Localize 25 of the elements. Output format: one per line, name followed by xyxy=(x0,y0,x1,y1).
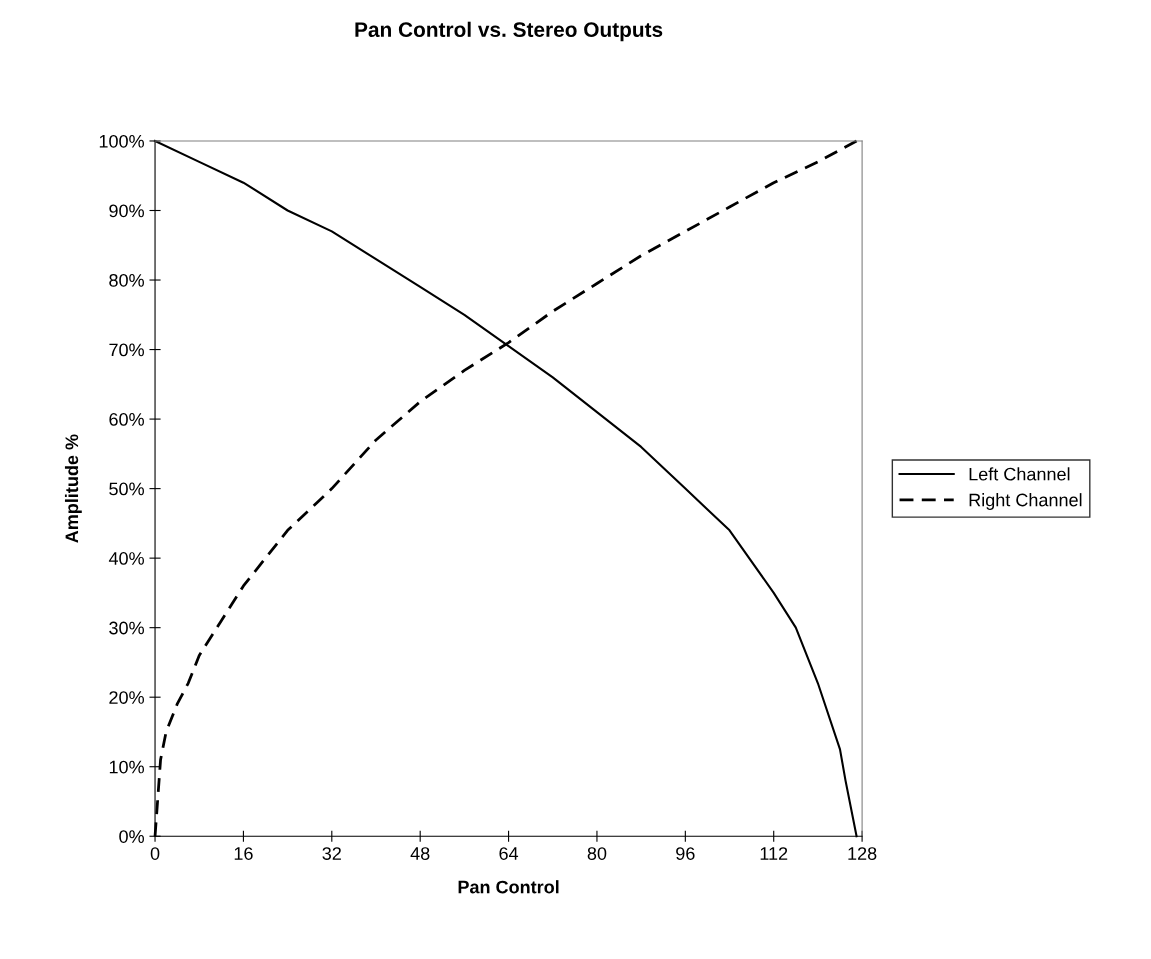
y-tick-label: 30% xyxy=(109,621,144,635)
y-tick-label: 0% xyxy=(119,830,144,843)
x-tick-label: 48 xyxy=(410,847,430,860)
y-axis-title: Amplitude % xyxy=(64,434,82,543)
y-tick-label: 100% xyxy=(99,134,144,148)
x-tick-label: 112 xyxy=(760,847,788,860)
legend-label: Right Channel xyxy=(969,493,1082,510)
y-tick-label: 20% xyxy=(109,691,144,704)
chart-title: Pan Control vs. Stereo Outputs xyxy=(355,21,663,42)
x-tick-label: 0 xyxy=(150,847,160,860)
y-tick-label: 50% xyxy=(109,482,144,496)
x-tick-label: 16 xyxy=(234,847,253,860)
x-tick-label: 96 xyxy=(676,847,695,860)
x-axis-title: Pan Control xyxy=(458,880,559,894)
y-tick-label: 70% xyxy=(109,343,144,357)
y-tick-label: 10% xyxy=(109,760,144,774)
y-tick-label: 80% xyxy=(109,273,144,287)
x-tick-label: 32 xyxy=(322,847,341,860)
legend-label: Left Channel xyxy=(969,467,1070,481)
y-tick-label: 60% xyxy=(109,413,144,426)
y-tick-label: 90% xyxy=(109,204,144,218)
x-tick-label: 128 xyxy=(848,847,877,860)
y-tick-label: 40% xyxy=(108,552,144,565)
x-tick-label: 80 xyxy=(587,847,607,860)
x-tick-label: 64 xyxy=(499,847,519,860)
